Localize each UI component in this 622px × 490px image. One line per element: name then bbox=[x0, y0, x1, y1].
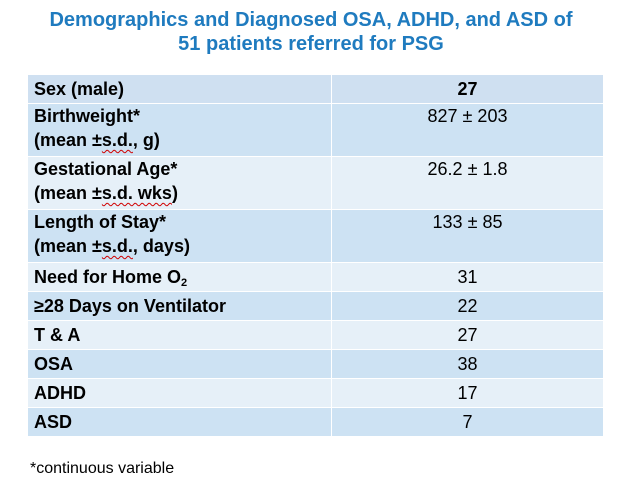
table-row-t-and-a: T & A 27 bbox=[27, 320, 604, 350]
row-value: 133 ± 85 bbox=[331, 209, 604, 263]
table-row-length-of-stay: Length of Stay* (mean ±s.d., days) 133 ±… bbox=[27, 209, 604, 263]
row-value: 27 bbox=[331, 74, 604, 104]
label-prefix: (mean ± bbox=[34, 183, 102, 203]
label-suffix: , days) bbox=[132, 236, 190, 256]
row-value: 7 bbox=[331, 407, 604, 437]
row-label-line-1: Birthweight* bbox=[34, 106, 140, 126]
row-label: Sex (male) bbox=[27, 74, 332, 104]
title-line-1: Demographics and Diagnosed OSA, ADHD, an… bbox=[49, 9, 573, 31]
table-row-asd: ASD 7 bbox=[27, 407, 604, 437]
label-prefix: (mean ± bbox=[34, 130, 102, 150]
label-suffix: ) bbox=[171, 183, 178, 203]
row-value: 38 bbox=[331, 349, 604, 379]
row-label-line-2: (mean ±s.d., days) bbox=[34, 234, 325, 258]
row-label-line-2: (mean ±s.d. wks) bbox=[34, 181, 325, 205]
label-main: Need for Home O bbox=[34, 267, 182, 287]
table-row-sex: Sex (male) 27 bbox=[27, 74, 604, 104]
table-row-home-oxygen: Need for Home O2 31 bbox=[27, 262, 604, 292]
label-abbr: s.d. bbox=[101, 236, 133, 256]
demographics-table: Sex (male) 27 Birthweight* (mean ±s.d., … bbox=[27, 74, 604, 437]
row-label: Gestational Age* (mean ±s.d. wks) bbox=[27, 156, 332, 210]
row-label: Length of Stay* (mean ±s.d., days) bbox=[27, 209, 332, 263]
title-line-2: 51 patients referred for PSG bbox=[178, 33, 444, 55]
label-abbr: s.d. bbox=[101, 130, 133, 150]
table-row-adhd: ADHD 17 bbox=[27, 378, 604, 408]
row-label: ASD bbox=[27, 407, 332, 437]
table-row-gestational-age: Gestational Age* (mean ±s.d. wks) 26.2 ±… bbox=[27, 156, 604, 210]
row-label: T & A bbox=[27, 320, 332, 350]
row-label-line-1: Gestational Age* bbox=[34, 159, 178, 179]
row-value: 26.2 ± 1.8 bbox=[331, 156, 604, 210]
row-value: 31 bbox=[331, 262, 604, 292]
table-row-ventilator: ≥28 Days on Ventilator 22 bbox=[27, 291, 604, 321]
row-value: 27 bbox=[331, 320, 604, 350]
slide-title: Demographics and Diagnosed OSA, ADHD, an… bbox=[20, 8, 602, 56]
row-label: Birthweight* (mean ±s.d., g) bbox=[27, 103, 332, 157]
label-prefix: (mean ± bbox=[34, 236, 102, 256]
row-value: 17 bbox=[331, 378, 604, 408]
label-subscript: 2 bbox=[181, 277, 188, 289]
row-label: OSA bbox=[27, 349, 332, 379]
row-value: 22 bbox=[331, 291, 604, 321]
row-label-line-2: (mean ±s.d., g) bbox=[34, 128, 325, 152]
label-suffix: , g) bbox=[132, 130, 160, 150]
label-abbr: s.d. wks bbox=[101, 183, 172, 203]
row-label: Need for Home O2 bbox=[27, 262, 332, 292]
table-row-osa: OSA 38 bbox=[27, 349, 604, 379]
row-label: ≥28 Days on Ventilator bbox=[27, 291, 332, 321]
footnote: *continuous variable bbox=[30, 460, 175, 477]
row-value: 827 ± 203 bbox=[331, 103, 604, 157]
table-row-birthweight: Birthweight* (mean ±s.d., g) 827 ± 203 bbox=[27, 103, 604, 157]
row-label-line-1: Length of Stay* bbox=[34, 212, 167, 232]
row-label: ADHD bbox=[27, 378, 332, 408]
